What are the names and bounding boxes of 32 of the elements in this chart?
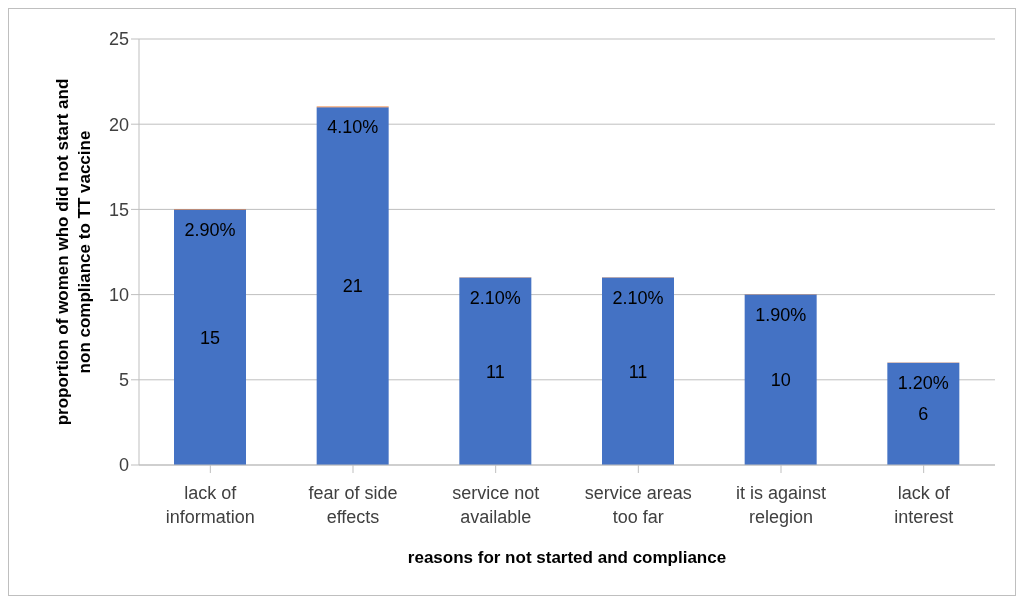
bar: [744, 294, 817, 465]
y-axis-title: proportion of women who did not start and non compliance to TT vaccine: [53, 78, 94, 426]
data-label: 6: [918, 404, 929, 425]
x-tick-label: service areas too far: [584, 483, 692, 527]
x-tick-label: it is against relegion: [735, 483, 827, 527]
y-tick-label: 5: [118, 370, 129, 391]
bar: [316, 107, 389, 465]
bar: [174, 209, 246, 465]
bar: [602, 277, 674, 465]
data-label: 2.10%: [612, 287, 664, 308]
y-tick-label: 10: [108, 284, 129, 305]
data-label: 2.90%: [184, 219, 236, 240]
data-label: 15: [199, 327, 221, 348]
bar: [459, 277, 532, 465]
x-tick-label: service not available: [452, 483, 540, 527]
data-label: 10: [770, 370, 791, 391]
y-tick-label: 20: [108, 114, 129, 135]
y-tick-label: 25: [108, 29, 129, 50]
y-tick-label: 15: [108, 199, 129, 220]
y-tick-label: 0: [118, 455, 129, 476]
data-label: 1.90%: [755, 305, 807, 326]
data-label: 11: [485, 361, 505, 382]
data-label: 21: [342, 276, 363, 297]
x-axis-title: reasons for not started and compliance: [407, 548, 727, 567]
x-tick-label: fear of side effects: [308, 483, 398, 527]
data-label: 11: [628, 361, 648, 382]
x-tick-label: lack of interest: [894, 483, 954, 527]
data-label: 1.20%: [897, 373, 949, 394]
bar: [887, 362, 960, 465]
x-tick-label: lack of information: [165, 483, 255, 527]
data-label: 2.10%: [469, 287, 521, 308]
data-label: 4.10%: [327, 117, 379, 138]
